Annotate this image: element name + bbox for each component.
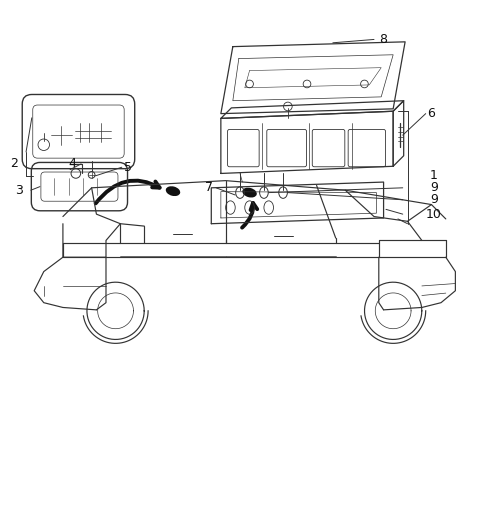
Text: 9: 9	[430, 181, 438, 194]
Text: 4: 4	[69, 157, 76, 170]
FancyArrowPatch shape	[242, 203, 257, 227]
Text: 8: 8	[380, 33, 387, 46]
Text: 10: 10	[426, 208, 442, 221]
FancyArrowPatch shape	[96, 181, 160, 203]
Text: 7: 7	[205, 181, 213, 194]
Text: 6: 6	[428, 107, 435, 120]
Text: 3: 3	[15, 184, 23, 196]
Text: 5: 5	[123, 161, 132, 174]
Text: 1: 1	[430, 169, 438, 182]
Text: 9: 9	[430, 193, 438, 206]
Text: 2: 2	[10, 157, 18, 170]
Ellipse shape	[166, 186, 180, 196]
Ellipse shape	[242, 188, 257, 198]
